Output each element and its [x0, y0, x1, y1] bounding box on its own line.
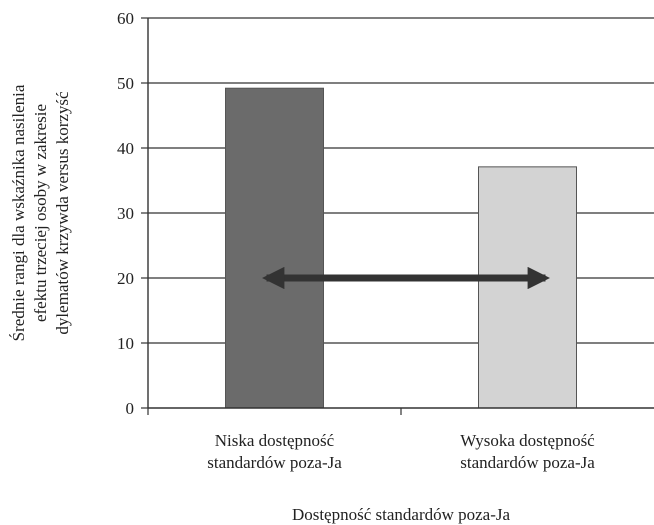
y-tick-label: 10 — [117, 334, 134, 353]
y-axis-title: Średnie rangi dla wskaźnika nasilenia efe… — [9, 84, 72, 341]
y-tick-label: 20 — [117, 269, 134, 288]
x-axis-title: Dostępność standardów poza-Ja — [292, 505, 511, 524]
x-category-label: Wysoka dostępność standardów poza-Ja — [460, 431, 595, 472]
bar — [478, 166, 577, 409]
y-tick-label: 50 — [117, 74, 134, 93]
y-tick-label: 30 — [117, 204, 134, 223]
bar — [225, 87, 324, 409]
y-tick-label: 40 — [117, 139, 134, 158]
x-category-label: Niska dostępność standardów poza-Ja — [207, 431, 342, 472]
y-tick-label: 60 — [117, 9, 134, 28]
y-tick-label: 0 — [126, 399, 135, 418]
